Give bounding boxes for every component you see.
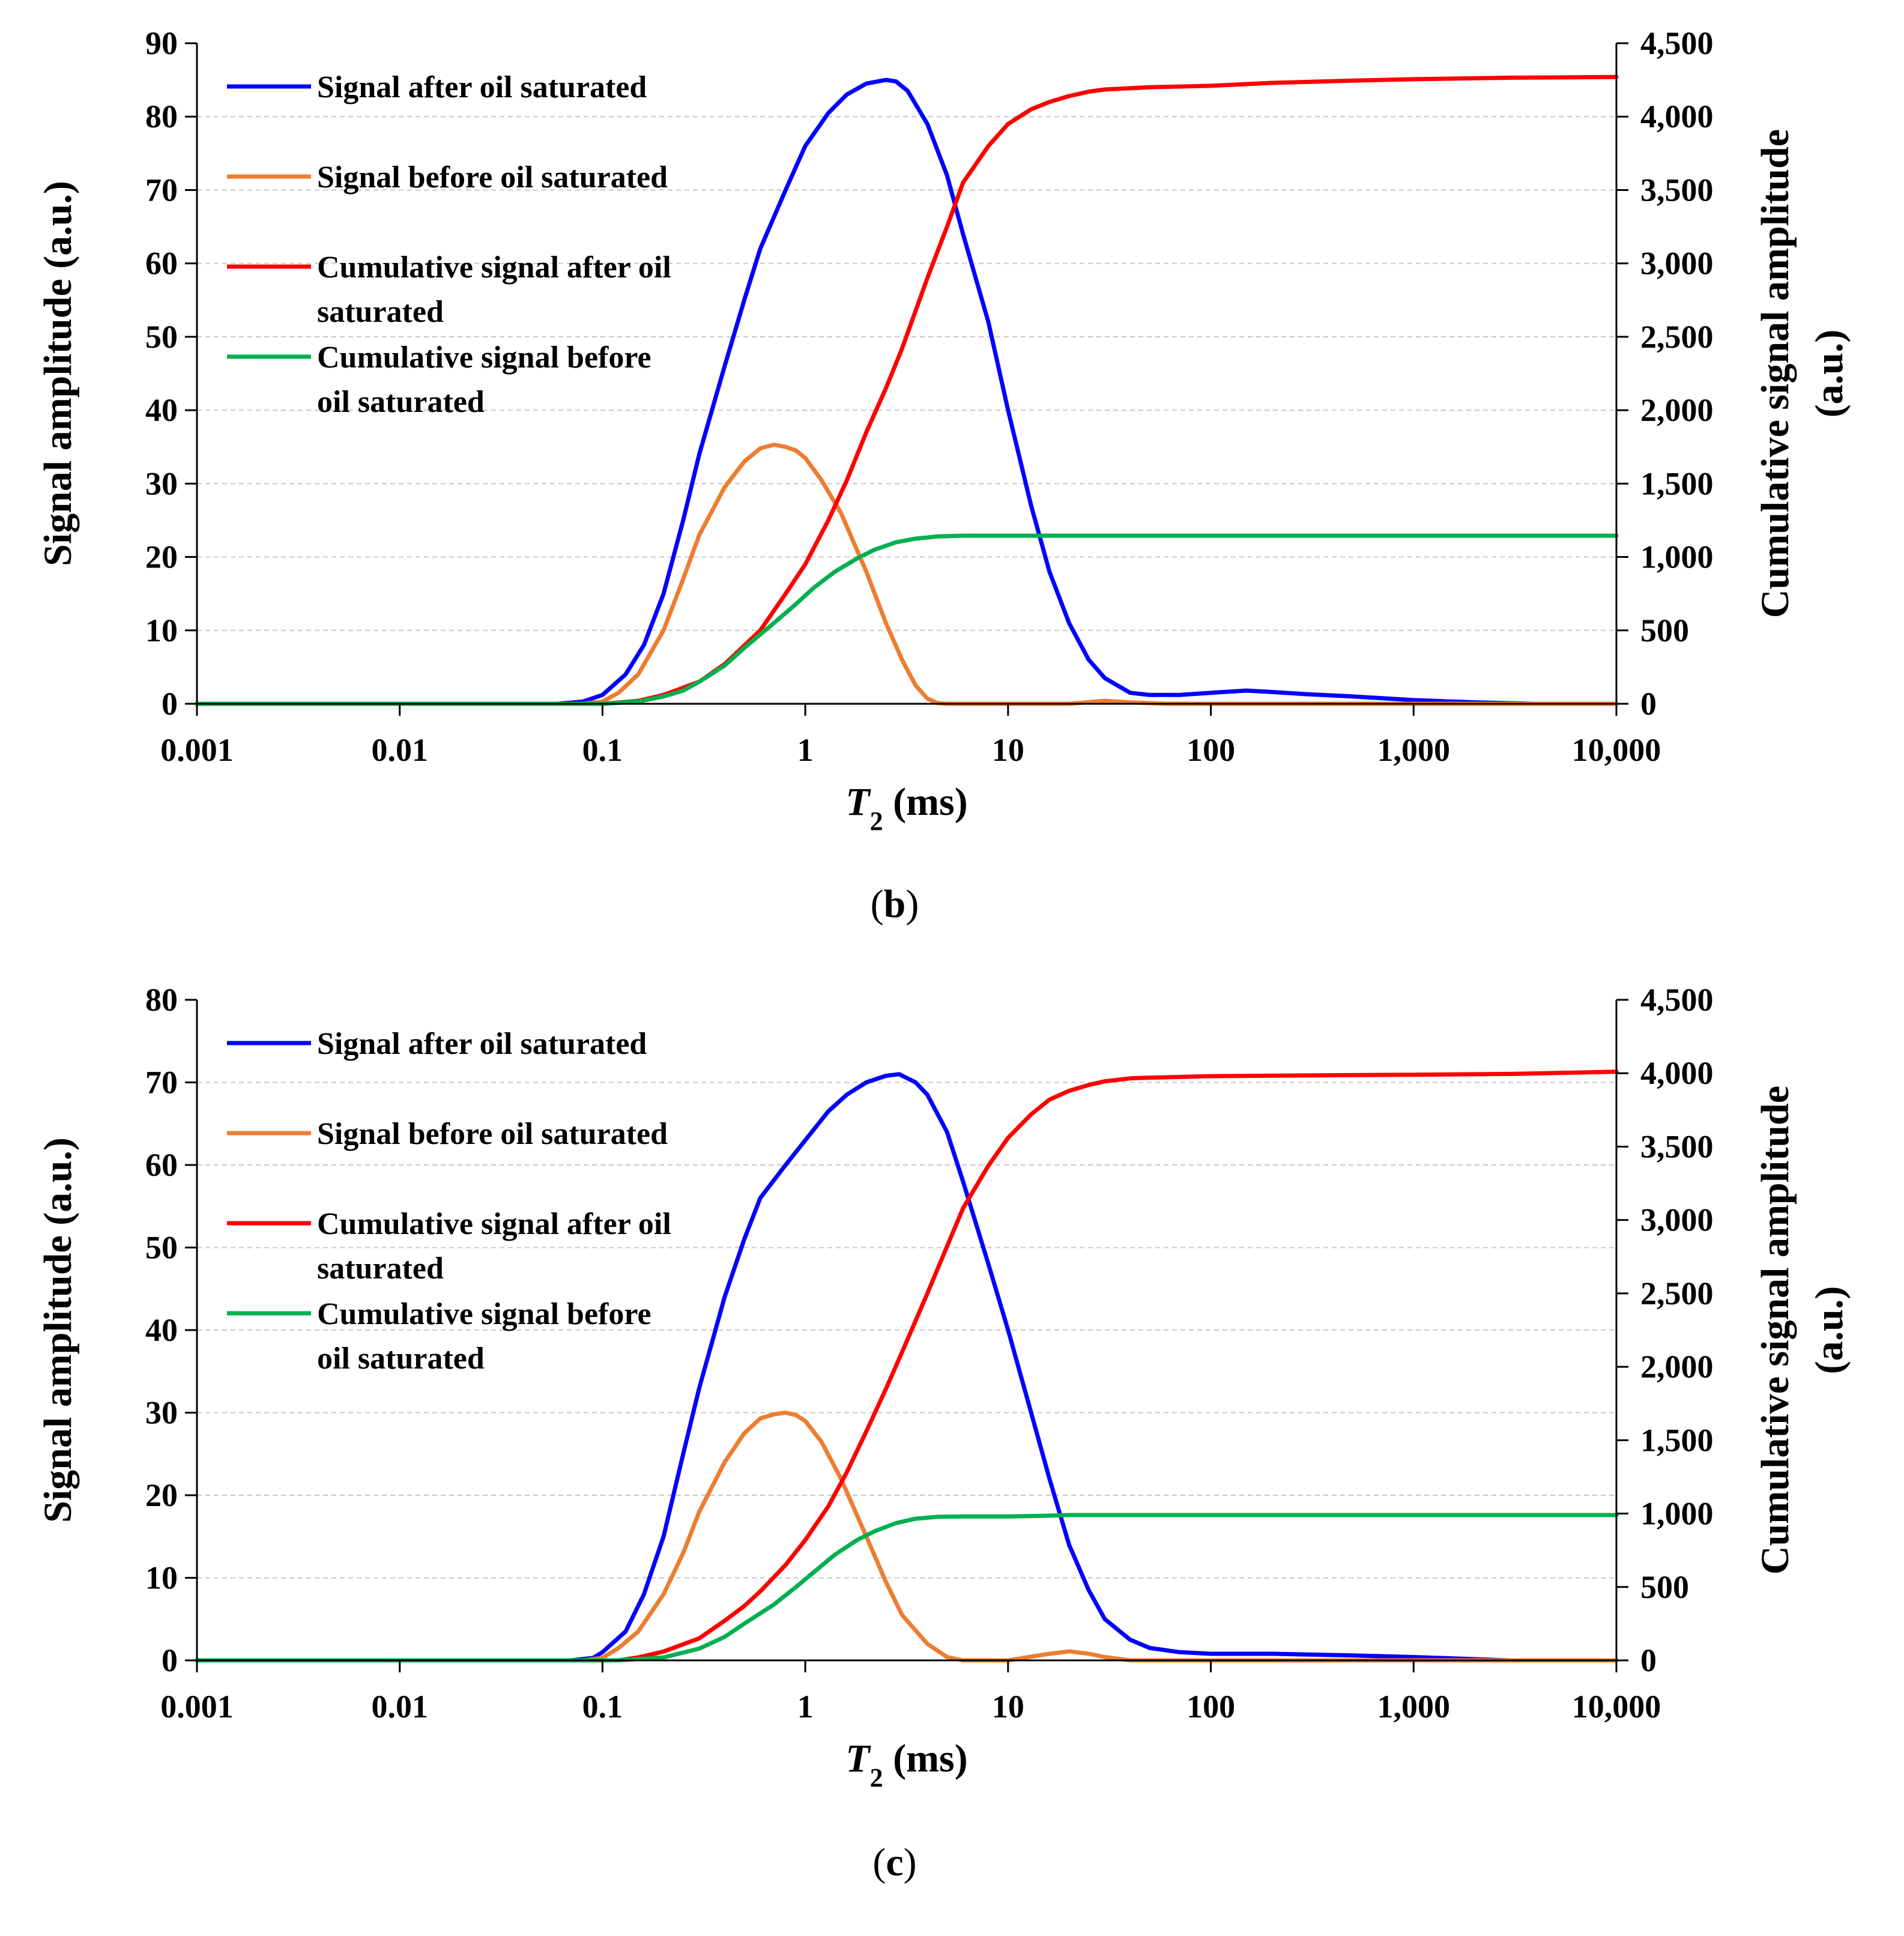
legend-label: Signal before oil saturated (317, 1117, 668, 1151)
y-axis-label: Signal amplitude (a.u.) (36, 181, 80, 566)
x-tick-label: 10 (992, 732, 1024, 768)
legend-label: Signal after oil saturated (317, 1027, 647, 1061)
y-axis-label: Signal amplitude (a.u.) (36, 1137, 80, 1523)
y2-tick-label: 3,500 (1640, 172, 1714, 208)
y-tick-label: 70 (145, 1065, 178, 1101)
legend-label: Signal after oil saturated (317, 70, 647, 104)
panel-caption: (b) (871, 882, 919, 926)
x-axis-label-units: (ms) (883, 1737, 968, 1780)
caption-close-paren: ) (905, 882, 919, 926)
legend-label: saturated (317, 1251, 444, 1286)
x-axis-label-symbol: T (845, 1737, 871, 1780)
x-axis-label: T2 (ms) (845, 1737, 967, 1792)
y2-tick-label: 500 (1640, 1569, 1689, 1605)
y-tick-label: 50 (145, 319, 178, 355)
x-tick-label: 10,000 (1572, 732, 1661, 768)
x-axis-label-units: (ms) (883, 780, 968, 824)
y2-tick-label: 500 (1640, 613, 1689, 649)
series-line (195, 1069, 1619, 1663)
y2-tick-label: 2,000 (1640, 1349, 1714, 1385)
legend-label: oil saturated (317, 385, 485, 419)
y2-tick-label: 0 (1640, 1642, 1657, 1678)
legend-label: oil saturated (317, 1342, 485, 1376)
caption-open-paren: ( (872, 1841, 886, 1884)
x-tick-label: 1,000 (1377, 732, 1451, 768)
y2-tick-label: 1,500 (1640, 1422, 1714, 1458)
series-line (195, 1411, 1619, 1663)
caption-open-paren: ( (871, 882, 884, 926)
y2-tick-label: 2,500 (1640, 319, 1714, 355)
y2-tick-label: 2,500 (1640, 1275, 1714, 1311)
x-axis-label-subscript: 2 (870, 806, 883, 836)
y2-tick-label: 3,500 (1640, 1128, 1714, 1164)
caption-letter: b (884, 882, 906, 926)
y2-axis-label-units: (a.u.) (1807, 330, 1851, 418)
y2-tick-label: 4,000 (1640, 1055, 1714, 1091)
caption-close-paren: ) (904, 1841, 917, 1884)
legend-label: Cumulative signal after oil (317, 250, 671, 285)
x-tick-label: 0.001 (160, 1689, 234, 1725)
series-line (195, 533, 1619, 706)
legend-label: Cumulative signal before (317, 340, 651, 375)
y-tick-label: 10 (145, 613, 178, 649)
x-tick-label: 1,000 (1377, 1689, 1451, 1725)
y-tick-label: 30 (145, 1395, 178, 1431)
x-tick-label: 0.001 (160, 732, 234, 768)
x-axis-label: T2 (ms) (845, 780, 967, 836)
x-axis-label-subscript: 2 (870, 1763, 883, 1792)
panel-caption: (c) (872, 1841, 916, 1884)
x-axis-label-symbol: T (845, 780, 871, 824)
chart-panel-b: 0 10 20 30 40 50 60 70 80 90 0 500 1,000 1,500 2,000 2,… (36, 25, 1851, 926)
x-tick-label: 1 (797, 1689, 814, 1725)
y-tick-label: 10 (145, 1560, 178, 1596)
x-tick-label: 0.01 (371, 732, 428, 768)
x-tick-label: 100 (1186, 1689, 1235, 1725)
y2-tick-label: 1,000 (1640, 539, 1714, 575)
y-tick-label: 40 (145, 1312, 178, 1348)
x-tick-label: 10,000 (1572, 1689, 1661, 1725)
x-tick-label: 10 (992, 1689, 1024, 1725)
x-tick-label: 0.1 (582, 732, 623, 768)
x-tick-label: 0.1 (582, 1689, 623, 1725)
legend-label: Signal before oil saturated (317, 160, 668, 195)
chart-panel-c: 0 10 20 30 40 50 60 70 80 0 500 1,000 1,500 2,000 2,50… (36, 982, 1851, 1884)
y2-tick-label: 0 (1640, 686, 1657, 722)
y2-tick-label: 3,000 (1640, 246, 1714, 282)
y-tick-label: 40 (145, 392, 178, 428)
legend-label: Cumulative signal before (317, 1297, 651, 1331)
x-tick-label: 100 (1186, 732, 1235, 768)
y2-tick-label: 4,500 (1640, 25, 1714, 61)
y2-tick-label: 1,000 (1640, 1496, 1714, 1532)
series-line (195, 1513, 1619, 1663)
y-tick-label: 30 (145, 465, 178, 501)
y-tick-label: 80 (145, 98, 178, 135)
y2-tick-label: 2,000 (1640, 392, 1714, 428)
y-tick-label: 70 (145, 172, 178, 208)
caption-letter: c (886, 1841, 903, 1884)
legend-label: saturated (317, 295, 444, 329)
y-tick-label: 60 (145, 246, 178, 282)
y-tick-label: 90 (145, 25, 178, 61)
series-line (195, 1072, 1513, 1663)
y2-axis-label-units: (a.u.) (1807, 1286, 1851, 1375)
legend-label: Cumulative signal after oil (317, 1207, 671, 1241)
y-tick-label: 50 (145, 1230, 178, 1266)
y2-tick-label: 4,000 (1640, 98, 1714, 135)
y2-tick-label: 3,000 (1640, 1202, 1714, 1238)
y-tick-label: 0 (162, 1642, 178, 1678)
y-tick-label: 20 (145, 539, 178, 575)
y2-axis-label: Cumulative signal amplitude (1753, 1086, 1797, 1575)
y2-tick-label: 1,500 (1640, 465, 1714, 501)
x-tick-label: 0.01 (371, 1689, 428, 1725)
y-tick-label: 80 (145, 982, 178, 1018)
y-tick-label: 0 (162, 686, 178, 722)
y2-axis-label: Cumulative signal amplitude (1753, 129, 1797, 618)
y-tick-label: 20 (145, 1477, 178, 1513)
series-line (195, 77, 1538, 706)
y-tick-label: 60 (145, 1147, 178, 1183)
x-tick-label: 1 (797, 732, 814, 768)
y2-tick-label: 4,500 (1640, 982, 1714, 1018)
